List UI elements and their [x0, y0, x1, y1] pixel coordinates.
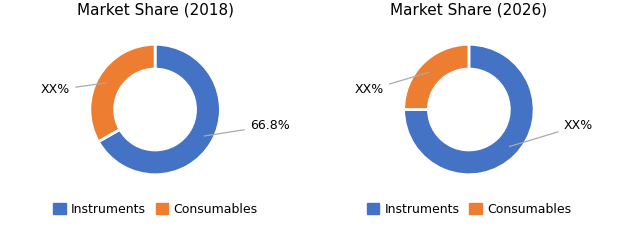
- Title: Market Share (2018): Market Share (2018): [77, 2, 233, 17]
- Title: Market Share (2026): Market Share (2026): [391, 2, 547, 17]
- Text: XX%: XX%: [509, 119, 593, 147]
- Text: XX%: XX%: [41, 83, 106, 96]
- Text: XX%: XX%: [355, 72, 429, 96]
- Legend: Instruments, Consumables: Instruments, Consumables: [48, 198, 262, 221]
- Wedge shape: [404, 44, 469, 110]
- Legend: Instruments, Consumables: Instruments, Consumables: [362, 198, 576, 221]
- Wedge shape: [99, 44, 220, 175]
- Wedge shape: [404, 44, 534, 175]
- Wedge shape: [90, 44, 155, 142]
- Text: 66.8%: 66.8%: [204, 119, 290, 136]
